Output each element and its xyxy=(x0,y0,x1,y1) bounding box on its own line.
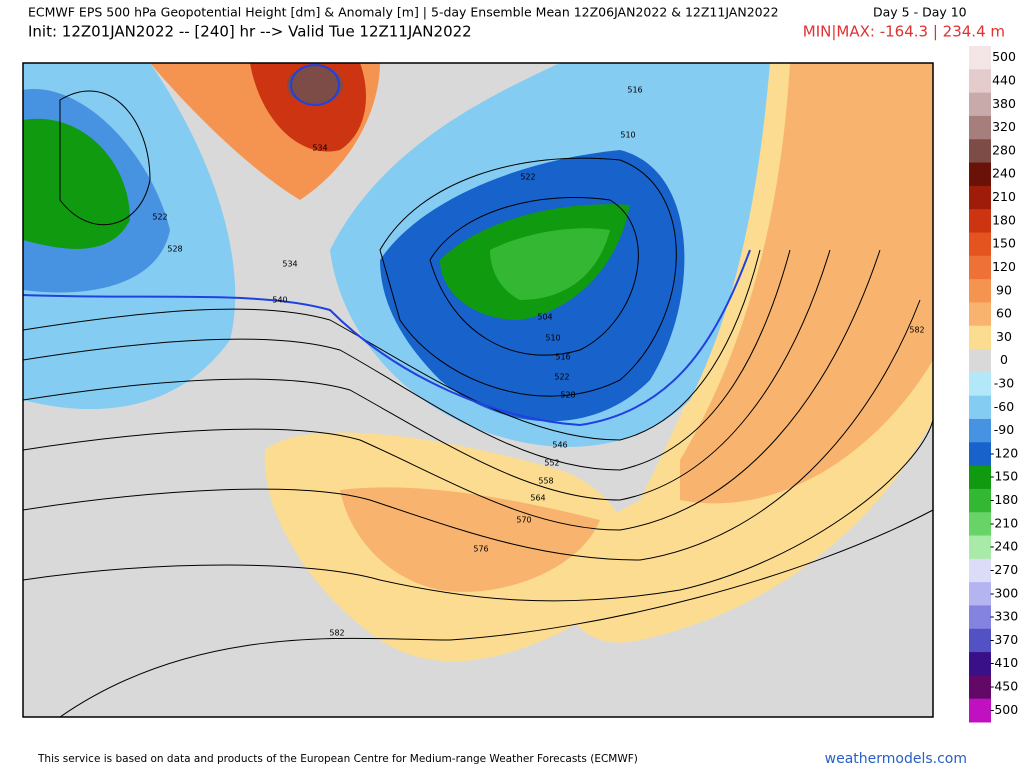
colorbar-cell xyxy=(969,349,991,373)
colorbar-label: -500 xyxy=(990,702,1018,717)
colorbar-label: 150 xyxy=(992,236,1016,251)
contour-label: 528 xyxy=(560,391,575,400)
colorbar-cell xyxy=(969,92,991,117)
colorbar-cell xyxy=(969,46,991,70)
anomaly-neg xyxy=(23,118,130,249)
contour-label: 570 xyxy=(516,516,531,525)
colorbar-label: -450 xyxy=(990,679,1018,694)
contours xyxy=(23,90,933,717)
colorbar-cell xyxy=(969,535,991,560)
colorbar-label: -30 xyxy=(994,376,1014,391)
contour-label: 522 xyxy=(152,213,167,222)
contour-label: 558 xyxy=(538,477,553,486)
colorbar-label: -410 xyxy=(990,655,1018,670)
contour-label: 582 xyxy=(329,629,344,638)
minmax: MIN|MAX: -164.3 | 234.4 m xyxy=(803,23,1005,41)
contour-label: 576 xyxy=(473,545,488,554)
contour-label: 510 xyxy=(545,334,560,343)
colorbar-cell xyxy=(969,628,991,653)
colorbar-cell xyxy=(969,582,991,606)
anomaly-pos xyxy=(340,487,600,592)
contour-label: 564 xyxy=(530,494,545,503)
contour-center xyxy=(290,64,340,106)
colorbar-label: -150 xyxy=(990,469,1018,484)
contour-label: 540 xyxy=(272,296,287,305)
colorbar-cell xyxy=(969,162,991,187)
colorbar-cell xyxy=(969,69,991,94)
colorbar-label: 240 xyxy=(992,166,1016,181)
colorbar-cell xyxy=(969,512,991,537)
init: Init: 12Z01JAN2022 -- [240] hr --> Valid… xyxy=(28,23,472,41)
colorbar: 500 440 380 320 280 240 210 180 150 120 90 60 30 0 -30… xyxy=(969,46,1018,723)
colorbar-label: 60 xyxy=(996,306,1012,321)
colorbar-cell xyxy=(969,698,991,723)
colorbar-label: -270 xyxy=(990,562,1018,577)
contour-label: 522 xyxy=(520,173,535,182)
contour-label: 516 xyxy=(555,353,570,362)
contour-label: 528 xyxy=(167,245,182,254)
colorbar-label: -180 xyxy=(990,492,1018,507)
colorbar-label: 500 xyxy=(992,49,1016,64)
colorbar-cell xyxy=(969,442,991,467)
colorbar-cell xyxy=(969,465,991,490)
colorbar-label: 180 xyxy=(992,212,1016,227)
contour-labels: 534 522 528 534 540 516 510 522 504 510 516 522 528 5… xyxy=(152,86,924,638)
footer-site[interactable]: weathermodels.com xyxy=(825,751,967,767)
colorbar-label: 120 xyxy=(992,259,1016,274)
contour-label: 534 xyxy=(312,144,327,153)
colorbar-label: -90 xyxy=(994,422,1014,437)
colorbar-cell xyxy=(969,302,991,327)
contour-label: 522 xyxy=(554,373,569,382)
anomaly-pos xyxy=(287,65,343,105)
contour-label: 510 xyxy=(620,131,635,140)
colorbar-label: -60 xyxy=(994,399,1014,414)
map-frame xyxy=(22,62,934,718)
colorbar-cell xyxy=(969,232,991,257)
contour-label: 534 xyxy=(282,260,297,269)
colorbar-label: 320 xyxy=(992,119,1016,134)
colorbar-cell xyxy=(969,418,991,443)
colorbar-label: -330 xyxy=(990,609,1018,624)
colorbar-label: 380 xyxy=(992,96,1016,111)
colorbar-cell xyxy=(969,209,991,233)
contour-label: 504 xyxy=(537,313,552,322)
anomaly-pos xyxy=(680,63,933,504)
colorbar-cell xyxy=(969,488,991,513)
contour-label: 546 xyxy=(552,441,567,450)
colorbar-cell xyxy=(969,115,991,140)
colorbar-cell xyxy=(969,139,991,164)
colorbar-cell xyxy=(969,325,991,350)
title: ECMWF EPS 500 hPa Geopotential Height [d… xyxy=(28,5,779,20)
contour-label: 516 xyxy=(627,86,642,95)
colorbar-label: 90 xyxy=(996,282,1012,297)
colorbar-cell xyxy=(969,395,991,420)
colorbar-label: -210 xyxy=(990,515,1018,530)
contour-540 xyxy=(23,249,751,427)
colorbar-cell xyxy=(969,185,991,210)
colorbar-label: 0 xyxy=(1000,352,1008,367)
map: 534 522 528 534 540 516 510 522 504 510 516 522 528 5… xyxy=(23,63,933,717)
colorbar-cell xyxy=(969,675,991,700)
contour-label: 552 xyxy=(544,459,559,468)
colorbar-label: -370 xyxy=(990,632,1018,647)
colorbar-label: -300 xyxy=(990,585,1018,600)
colorbar-label: 210 xyxy=(992,189,1016,204)
colorbar-label: -120 xyxy=(990,445,1018,460)
colorbar-label: -240 xyxy=(990,539,1018,554)
colorbar-label: 440 xyxy=(992,72,1016,87)
contour-label: 582 xyxy=(909,326,924,335)
colorbar-cell xyxy=(969,255,991,280)
days: Day 5 - Day 10 xyxy=(873,5,967,20)
colorbar-cell xyxy=(969,558,991,583)
colorbar-label: 30 xyxy=(996,329,1012,344)
colorbar-cell xyxy=(969,652,991,676)
anomaly-neg xyxy=(490,228,610,300)
footer-notice: This service is based on data and produc… xyxy=(37,753,638,765)
colorbar-cell xyxy=(969,279,991,303)
colorbar-cell xyxy=(969,605,991,630)
colorbar-label: 280 xyxy=(992,142,1016,157)
colorbar-cell xyxy=(969,372,991,397)
